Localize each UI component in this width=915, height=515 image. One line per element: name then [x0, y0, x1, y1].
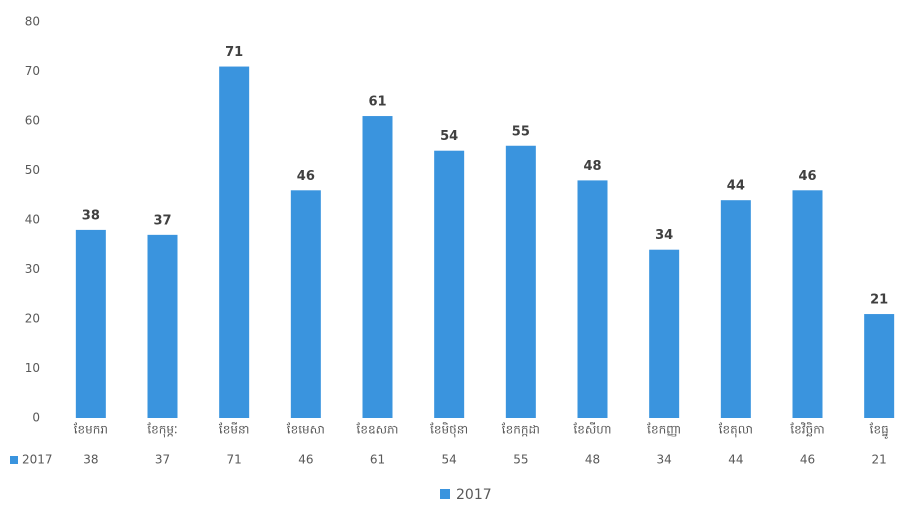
bar — [505, 145, 536, 418]
value-label: 55 — [512, 124, 530, 139]
x-tick-label: ខែមេសា — [287, 422, 325, 437]
table-cell: 55 — [513, 453, 528, 467]
x-tick-label: ខែតុលា — [719, 422, 753, 438]
value-label: 34 — [655, 228, 673, 243]
value-label: 44 — [727, 179, 745, 194]
table-cell: 46 — [298, 453, 313, 467]
table-cell: 37 — [155, 453, 170, 467]
value-label: 21 — [870, 293, 888, 308]
value-label: 37 — [153, 213, 171, 228]
bar — [434, 150, 465, 418]
value-label: 46 — [297, 169, 315, 184]
table-cell: 48 — [585, 453, 600, 467]
bar — [219, 66, 250, 419]
y-tick-label: 50 — [25, 163, 40, 177]
value-label: 46 — [798, 169, 816, 184]
x-tick-label: ខែកក្កដា — [502, 422, 540, 437]
bar — [147, 234, 178, 418]
table-legend-swatch — [10, 456, 18, 464]
bar — [720, 200, 751, 418]
x-tick-label: ខែឧសភា — [357, 422, 399, 437]
x-tick-label: ខែកុម្ភៈ — [147, 422, 177, 438]
bar — [649, 249, 680, 418]
bar — [290, 190, 321, 418]
x-tick-label: ខែមករា — [74, 422, 108, 437]
value-label: 71 — [225, 45, 243, 60]
y-tick-label: 40 — [25, 213, 40, 227]
bar — [362, 116, 393, 419]
value-label: 48 — [583, 159, 601, 174]
value-label: 38 — [82, 208, 100, 223]
table-cell: 61 — [370, 453, 385, 467]
table-cell: 38 — [83, 453, 98, 467]
legend-label: 2017 — [456, 487, 492, 503]
x-tick-label: ខែធ្នូ — [870, 422, 889, 440]
table-cell: 54 — [442, 453, 457, 467]
table-cell: 46 — [800, 453, 815, 467]
table-cell: 71 — [227, 453, 242, 467]
table-cell: 44 — [728, 453, 743, 467]
bar — [75, 229, 106, 418]
legend-swatch — [440, 489, 450, 499]
y-tick-label: 70 — [25, 64, 40, 78]
x-tick-label: ខែសីហា — [573, 422, 611, 437]
table-series-name: 2017 — [22, 453, 53, 467]
bar — [792, 190, 823, 418]
y-tick-label: 30 — [25, 262, 40, 276]
y-tick-label: 0 — [32, 411, 40, 425]
y-tick-label: 10 — [25, 361, 40, 375]
x-tick-label: ខែមីនា — [219, 422, 249, 437]
table-cell: 34 — [657, 453, 672, 467]
y-tick-label: 80 — [25, 15, 40, 29]
x-tick-label: ខែកញ្ញា — [647, 422, 681, 437]
y-tick-label: 60 — [25, 114, 40, 128]
y-tick-label: 20 — [25, 312, 40, 326]
value-label: 54 — [440, 129, 458, 144]
table-cell: 21 — [872, 453, 887, 467]
x-tick-label: ខែមិថុនា — [430, 422, 468, 438]
bar — [864, 314, 895, 418]
x-tick-label: ខែវិច្ឆិកា — [790, 422, 824, 437]
bar — [577, 180, 608, 418]
value-label: 61 — [368, 95, 386, 110]
